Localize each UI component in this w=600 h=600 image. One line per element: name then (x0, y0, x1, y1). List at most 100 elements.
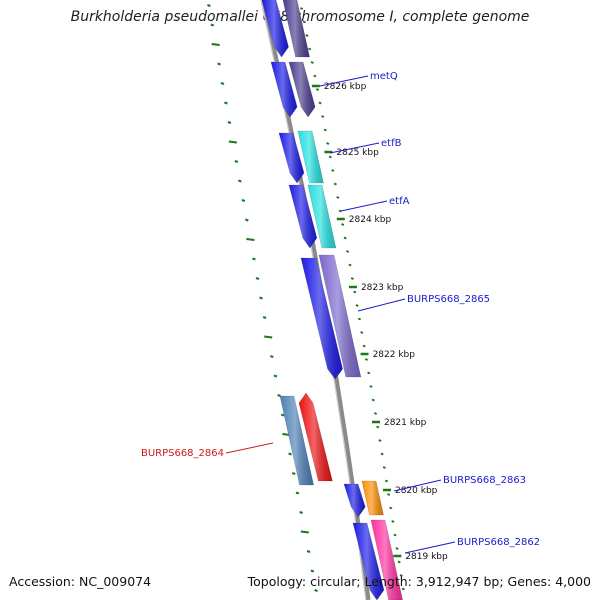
gene-leader-line (340, 200, 388, 212)
outer-dot-tick (326, 142, 330, 145)
tick-label: 2822 kbp (373, 350, 416, 360)
cds-etfA-shine (289, 185, 317, 248)
outer-dot-tick (328, 155, 332, 159)
outer-dot-tick (355, 304, 359, 307)
tick-label: 2820 kbp (395, 486, 438, 496)
inner-dot-tick (288, 452, 292, 456)
outer-dot-tick (341, 223, 345, 226)
outer-dot-tick (331, 169, 335, 172)
outer-dot-tick (336, 196, 340, 199)
gene-etfA-shine (308, 185, 336, 248)
inner-dot-tick (234, 160, 239, 163)
gene-2865 (318, 254, 362, 378)
gene-top (282, 0, 310, 58)
gene-2864-a (279, 395, 314, 486)
cds-2863-shine (344, 484, 366, 517)
gene-leader-line (225, 442, 274, 454)
gene-etfA (307, 184, 337, 249)
cds-2862 (352, 522, 385, 600)
tick-label: 2826 kbp (324, 82, 367, 92)
outer-dot-tick (384, 479, 389, 483)
outer-dot-tick (310, 61, 314, 64)
outer-dot-tick (387, 493, 391, 496)
outer-dot-tick (371, 398, 375, 402)
inner-dot-tick (252, 257, 256, 261)
outer-dot-tick (345, 250, 350, 253)
outer-dot-tick (348, 263, 352, 267)
gene-label: BURPS668_2862 (457, 537, 540, 548)
inner-dot-tick (280, 413, 285, 417)
gene-etfB-shine (298, 131, 324, 183)
cds-top-shine (262, 0, 289, 57)
inner-dot-tick (299, 511, 303, 514)
inner-dot-tick (259, 296, 263, 300)
outer-dot-tick (323, 128, 327, 132)
outer-dot-tick (378, 439, 382, 442)
inner-dot-tick (246, 238, 255, 241)
outer-dot-tick (308, 47, 312, 51)
inner-dot-tick (273, 374, 278, 378)
inner-dot-tick (306, 550, 311, 553)
tick-label: 2819 kbp (405, 552, 448, 562)
gene-2862-shine (371, 520, 403, 600)
cds-etfA (288, 184, 318, 249)
outer-dot-tick (373, 412, 378, 415)
cds-etfB-shine (279, 133, 304, 183)
inner-dot-tick (224, 101, 228, 105)
inner-dot-tick (245, 218, 249, 222)
outer-dot-tick (300, 7, 304, 10)
accession-text: Accession: NC_009074 (9, 574, 152, 589)
gene-label: etfB (381, 138, 402, 149)
inner-dot-tick (211, 43, 220, 46)
inner-dot-tick (262, 316, 267, 319)
inner-dot-tick (255, 277, 260, 280)
inner-dot-tick (241, 199, 246, 202)
outer-dot-tick (360, 331, 364, 334)
cds-2865 (300, 257, 343, 380)
outer-dot-tick (357, 317, 362, 321)
inner-dot-tick (300, 530, 309, 534)
gene-2864-b (298, 392, 333, 482)
outer-dot-tick (364, 358, 369, 361)
inner-dot-tick (220, 82, 225, 85)
outer-dot-tick (380, 452, 384, 456)
outer-dot-tick (321, 115, 325, 118)
gene-leader-line (357, 298, 406, 312)
inner-dot-tick (291, 472, 296, 475)
gene-etfB (297, 130, 324, 184)
gene-metQ (288, 61, 316, 118)
outer-dot-tick (367, 371, 371, 375)
outer-dot-tick (362, 344, 366, 348)
outer-dot-tick (399, 574, 403, 577)
outer-dot-tick (353, 290, 357, 294)
outer-dot-tick (333, 182, 337, 186)
gene-2862 (370, 519, 403, 600)
cds-top (261, 0, 289, 58)
gene-metQ-shine (289, 62, 316, 117)
inner-dot-tick (217, 62, 221, 66)
gene-2863-shine (362, 481, 384, 515)
outer-dot-tick (318, 101, 322, 105)
gene-label: BURPS668_2863 (443, 475, 526, 486)
outer-dot-tick (315, 88, 320, 91)
inner-dot-tick (314, 589, 318, 592)
inner-dot-tick (270, 355, 274, 358)
inner-dot-tick (310, 569, 315, 573)
outer-dot-tick (302, 20, 306, 24)
cds-2862-shine (353, 523, 384, 600)
gene-label: etfA (389, 196, 410, 207)
outer-dot-tick (401, 587, 405, 591)
outer-dot-tick (369, 385, 373, 388)
gene-2863 (361, 480, 384, 516)
gene-top-shine (283, 0, 310, 57)
outer-dot-tick (313, 74, 317, 78)
inner-dot-tick (295, 491, 300, 495)
cds-2865-shine (301, 258, 343, 379)
tick-label: 2823 kbp (361, 283, 404, 293)
outer-dot-tick (382, 466, 386, 469)
inner-dot-tick (228, 140, 237, 144)
gene-label: BURPS668_2865 (407, 294, 490, 305)
gene-leader-line (329, 142, 380, 154)
cds-metQ-shine (271, 62, 298, 117)
